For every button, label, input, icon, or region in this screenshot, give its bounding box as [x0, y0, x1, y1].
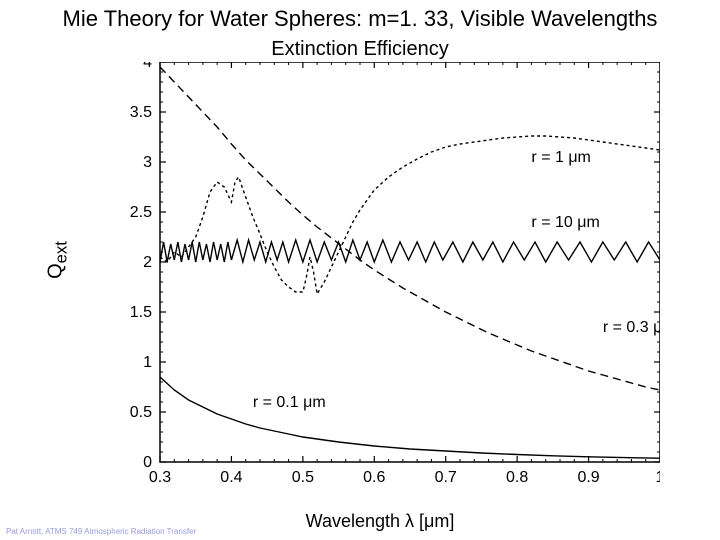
- svg-text:0.4: 0.4: [220, 469, 242, 486]
- y-axis-label: Qext: [45, 241, 72, 279]
- svg-text:0.6: 0.6: [363, 469, 385, 486]
- svg-text:2: 2: [143, 254, 152, 271]
- svg-text:1.5: 1.5: [130, 304, 152, 321]
- svg-text:r = 0.1 μm: r = 0.1 μm: [253, 394, 326, 411]
- svg-text:0.5: 0.5: [292, 469, 314, 486]
- svg-text:0.3: 0.3: [149, 469, 171, 486]
- slide-title: Mie Theory for Water Spheres: m=1. 33, V…: [0, 6, 720, 32]
- chart-svg: 0.3 0.4 0.5 0.6 0.7 0.8 0.9 1 0 0.5 1 1.5 2 2.5 3 3.5 4 r…: [100, 62, 660, 512]
- svg-text:1: 1: [143, 354, 152, 371]
- svg-text:4: 4: [143, 62, 152, 71]
- svg-text:0.8: 0.8: [506, 469, 528, 486]
- svg-text:3.5: 3.5: [130, 104, 152, 121]
- svg-text:0.9: 0.9: [577, 469, 599, 486]
- svg-text:0: 0: [143, 454, 152, 471]
- footer-credit: Pat Arnott, ATMS 749 Atmospheric Radiati…: [6, 527, 196, 536]
- svg-text:0.7: 0.7: [435, 469, 457, 486]
- svg-text:r = 10 μm: r = 10 μm: [531, 214, 599, 231]
- x-axis-label: Wavelength λ [μm]: [306, 511, 455, 532]
- svg-text:0.5: 0.5: [130, 404, 152, 421]
- svg-text:3: 3: [143, 154, 152, 171]
- chart-area: 0.3 0.4 0.5 0.6 0.7 0.8 0.9 1 0 0.5 1 1.5 2 2.5 3 3.5 4 r…: [100, 62, 660, 512]
- chart-title: Extinction Efficiency: [0, 38, 720, 61]
- svg-text:r = 0.3 μm: r = 0.3 μm: [603, 319, 660, 336]
- svg-text:r = 1 μm: r = 1 μm: [531, 149, 590, 166]
- svg-text:1: 1: [656, 469, 660, 486]
- svg-text:2.5: 2.5: [130, 204, 152, 221]
